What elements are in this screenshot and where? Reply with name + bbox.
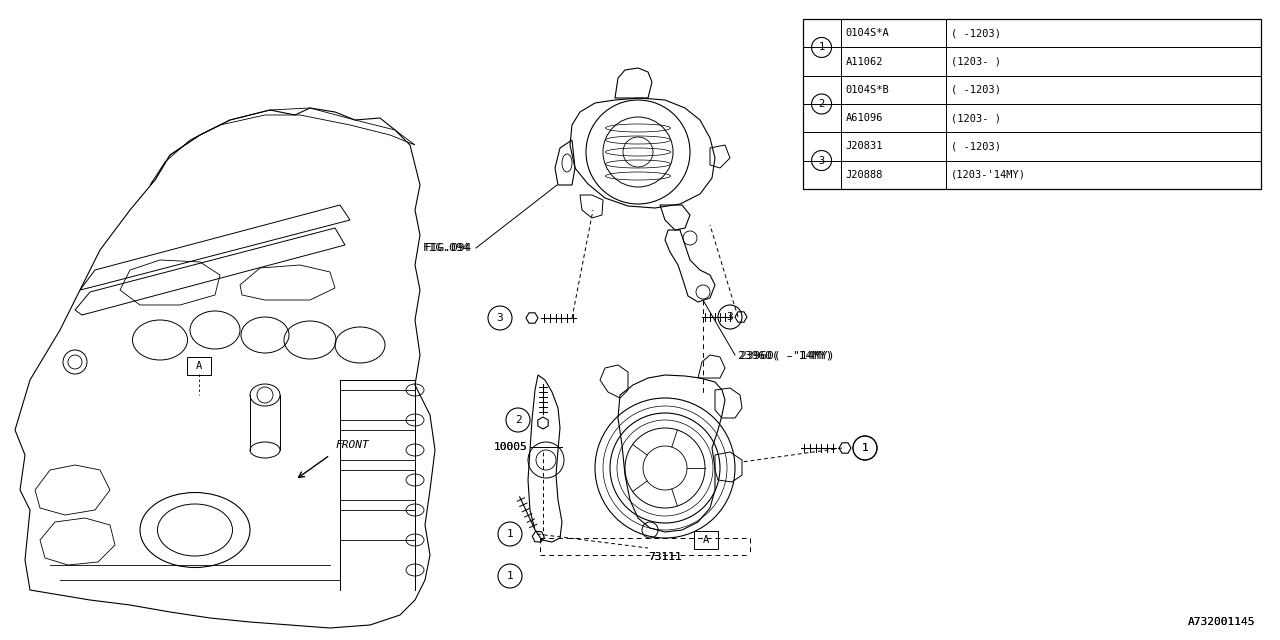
- Text: FIG.094: FIG.094: [425, 243, 472, 253]
- Text: A11062: A11062: [846, 56, 883, 67]
- Text: 2: 2: [515, 415, 521, 425]
- Text: 3: 3: [818, 156, 824, 166]
- Text: A61096: A61096: [846, 113, 883, 123]
- Text: ( -1203): ( -1203): [951, 85, 1001, 95]
- Text: A732001145: A732001145: [1188, 617, 1254, 627]
- Text: 1: 1: [861, 443, 868, 453]
- Text: 10005: 10005: [493, 442, 527, 452]
- Text: (1203- ): (1203- ): [951, 56, 1001, 67]
- Text: J20831: J20831: [846, 141, 883, 152]
- Text: 10005: 10005: [493, 442, 527, 452]
- Text: 0104S*B: 0104S*B: [846, 85, 890, 95]
- Text: (1203-'14MY): (1203-'14MY): [951, 170, 1025, 180]
- Text: 1: 1: [818, 42, 824, 52]
- Text: J20888: J20888: [846, 170, 883, 180]
- Text: 0104S*A: 0104S*A: [846, 28, 890, 38]
- Text: 73111: 73111: [648, 552, 682, 562]
- Text: A: A: [703, 535, 709, 545]
- Text: ( -1203): ( -1203): [951, 28, 1001, 38]
- Text: A: A: [196, 361, 202, 371]
- Bar: [803, 19, 1261, 189]
- Text: 1: 1: [507, 571, 513, 581]
- FancyBboxPatch shape: [187, 357, 211, 375]
- FancyBboxPatch shape: [694, 531, 718, 549]
- Text: 2: 2: [818, 99, 824, 109]
- Text: 23960( -'14MY): 23960( -'14MY): [739, 350, 832, 360]
- Text: (1203- ): (1203- ): [951, 113, 1001, 123]
- Text: FIG.094: FIG.094: [422, 243, 470, 253]
- Text: A732001145: A732001145: [1188, 617, 1254, 627]
- Text: 1: 1: [861, 443, 868, 453]
- Text: FRONT: FRONT: [335, 440, 369, 450]
- Text: 73111: 73111: [648, 552, 682, 562]
- Text: 3: 3: [727, 312, 733, 322]
- Text: 1: 1: [507, 529, 513, 539]
- Text: ( -1203): ( -1203): [951, 141, 1001, 152]
- Text: 23960( -'14MY): 23960( -'14MY): [740, 350, 835, 360]
- Text: 3: 3: [497, 313, 503, 323]
